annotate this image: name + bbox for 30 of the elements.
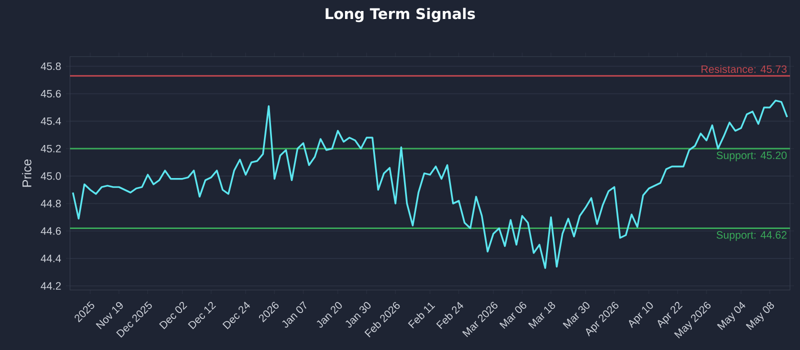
ref-line-label: Support: 45.20 [716,152,787,162]
ref-line-label: Support: 44.62 [716,231,787,241]
x-tick-label: May 08 [746,302,774,330]
y-tick-label: 44.4 [40,254,61,262]
x-tick-label: Nov 19 [96,302,123,330]
x-tick-label: Feb 11 [408,302,436,328]
chart-title: Long Term Signals [326,8,475,22]
y-tick-label: 45.8 [40,62,61,70]
x-tick-label: Feb 24 [436,302,464,329]
x-tick-label: Apr 10 [628,302,653,328]
y-axis-title: Price [22,159,32,187]
x-tick-label: Jan 07 [282,301,306,328]
y-tick-label: 44.6 [40,227,61,235]
y-tick-label: 45.6 [40,90,61,98]
x-tick-label: May 04 [717,302,746,330]
x-tick-label: Apr 22 [658,302,683,328]
y-tick-label: 45.0 [40,172,61,180]
x-tick-label: Jan 20 [316,302,342,328]
x-tick-label: Mar 30 [562,302,590,329]
x-tick-label: Mar 18 [528,302,556,329]
y-tick-label: 45.2 [40,144,61,152]
ref-line-label: Resistance: 45.73 [702,65,787,73]
y-tick-label: 45.4 [40,117,61,125]
y-tick-label: 44.2 [40,282,61,290]
x-tick-label: Dec 02 [159,302,188,330]
x-tick-label: Dec 12 [188,302,216,330]
x-tick-label: Mar 06 [499,302,526,329]
x-tick-label: Dec 24 [222,302,250,330]
y-tick-label: 44.8 [40,200,61,208]
x-tick-label: Jan 30 [346,302,371,328]
